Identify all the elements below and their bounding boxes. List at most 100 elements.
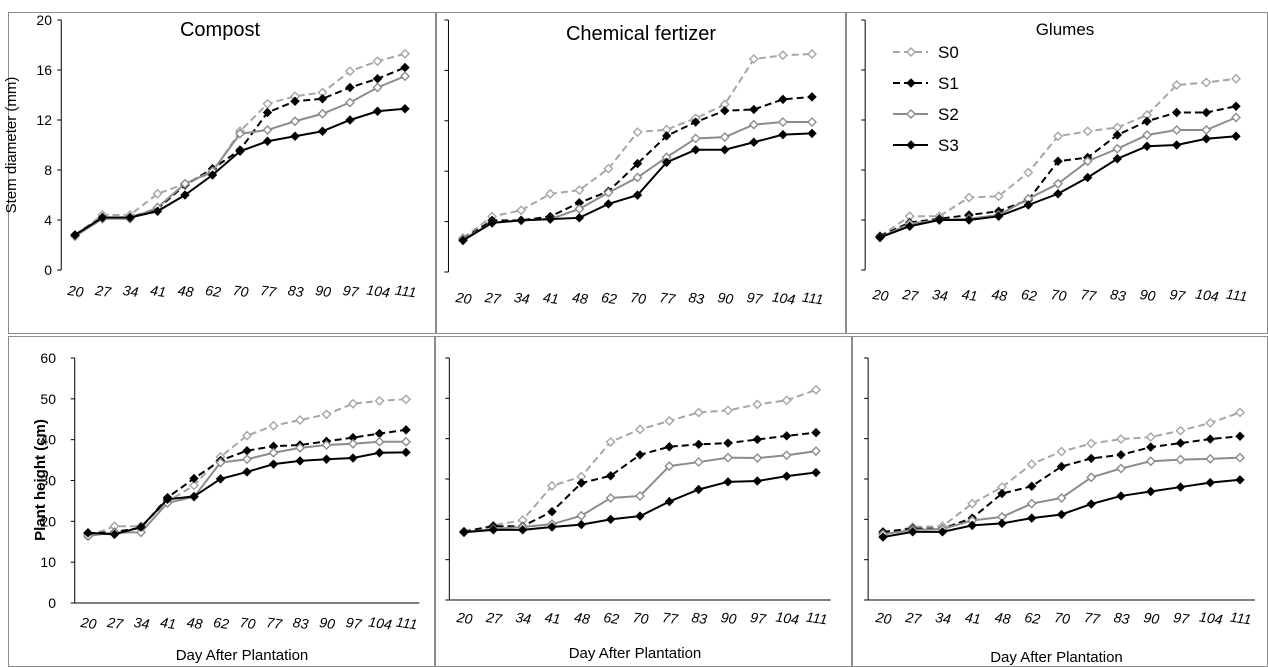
- data-point-s3: [937, 527, 948, 537]
- chart-panel-5: 20 27 34 41 48 62 70 77 83 90 97 104 111 Day After Pl…: [434, 336, 852, 667]
- data-point-s3: [180, 190, 190, 200]
- data-point-s0: [516, 205, 527, 216]
- data-point-s2: [295, 442, 305, 453]
- data-point-s3: [295, 456, 305, 466]
- data-point-s1: [374, 428, 385, 439]
- x-tick-label: 77: [1080, 286, 1099, 304]
- series-s3: [459, 467, 821, 537]
- x-tick-label: 83: [688, 289, 706, 307]
- data-point-s0: [545, 188, 556, 199]
- data-point-s3: [632, 190, 643, 200]
- x-tick-label: 104: [1198, 609, 1224, 628]
- data-point-s1: [997, 488, 1007, 499]
- data-point-s1: [401, 425, 411, 435]
- data-point-s3: [516, 215, 526, 226]
- data-point-s0: [748, 54, 759, 65]
- data-point-s1: [1142, 116, 1152, 126]
- data-point-s2: [262, 125, 273, 135]
- data-point-s2: [290, 116, 300, 127]
- series-s3: [878, 475, 1245, 542]
- data-point-s1: [547, 506, 557, 517]
- x-tick-label: 77: [661, 609, 680, 627]
- series-line-s1: [87, 428, 407, 535]
- data-point-s0: [547, 480, 557, 491]
- x-tick-label: 62: [204, 282, 222, 300]
- data-point-s3: [401, 447, 411, 458]
- x-tick-label: 27: [105, 614, 125, 632]
- data-point-s3: [487, 218, 497, 228]
- x-tick-label: 104: [775, 609, 801, 628]
- x-tick-label: 97: [746, 289, 765, 307]
- data-point-s0: [242, 430, 252, 441]
- data-point-s3: [136, 522, 146, 532]
- x-tick-label: 104: [1194, 286, 1220, 305]
- data-point-s3: [723, 477, 733, 487]
- data-point-s1: [1053, 156, 1063, 166]
- data-point-s0: [1231, 73, 1241, 84]
- data-point-s1: [1056, 461, 1067, 472]
- data-point-s2: [1145, 456, 1156, 467]
- series-s2: [878, 452, 1245, 540]
- series-s3: [83, 447, 411, 540]
- data-point-s1: [1235, 431, 1245, 441]
- x-tick-label: 111: [801, 289, 824, 308]
- data-point-s1: [1175, 438, 1186, 448]
- data-point-s1: [262, 107, 273, 118]
- data-point-s1: [242, 445, 252, 456]
- data-point-s2: [605, 492, 616, 503]
- x-tick-label: 70: [1050, 286, 1068, 304]
- data-point-s2: [180, 178, 190, 189]
- data-point-s2: [574, 204, 585, 214]
- data-point-s3: [400, 104, 410, 114]
- x-tick-label: 20: [454, 289, 473, 307]
- series-s2: [459, 446, 821, 538]
- legend-label-s2: S2: [938, 105, 959, 124]
- data-point-s3: [235, 146, 245, 156]
- legend: S0 S1 S2 S3: [893, 43, 959, 155]
- data-point-s2: [1116, 463, 1126, 474]
- data-point-s2: [752, 453, 763, 464]
- data-point-s3: [576, 519, 587, 530]
- data-point-s3: [488, 525, 499, 535]
- data-point-s1: [661, 131, 672, 141]
- x-tick-label: 48: [573, 609, 591, 627]
- x-tick-label: 77: [658, 289, 677, 307]
- data-point-s0: [605, 436, 616, 447]
- data-point-s2: [1205, 453, 1216, 464]
- data-point-s3: [1235, 475, 1245, 485]
- data-point-s3: [908, 527, 918, 537]
- data-point-s1: [1027, 481, 1037, 491]
- data-point-s0: [321, 409, 332, 420]
- data-point-s1: [1086, 453, 1096, 464]
- data-point-s3: [268, 459, 279, 469]
- data-point-s3: [964, 215, 974, 225]
- data-point-s1: [781, 431, 792, 441]
- data-point-s0: [1023, 167, 1034, 178]
- y-tick-label: 0: [48, 595, 56, 611]
- data-point-s2: [317, 108, 328, 119]
- x-tick-label: 97: [749, 609, 768, 627]
- series-s3: [458, 128, 817, 246]
- legend-label-s0: S0: [938, 43, 959, 62]
- data-point-s0: [1116, 434, 1126, 445]
- data-point-s2: [723, 452, 733, 463]
- y-tick-label: 50: [40, 391, 56, 407]
- data-point-s1: [1171, 107, 1182, 118]
- data-point-s0: [777, 50, 788, 61]
- x-tick-label: 62: [1024, 609, 1042, 627]
- x-tick-label: 97: [342, 282, 361, 300]
- y-tick-label: 40: [40, 432, 56, 448]
- data-point-s2: [1201, 125, 1212, 135]
- y-tick-label: 0: [44, 262, 52, 278]
- data-point-s0: [632, 127, 643, 138]
- x-tick-label: 83: [1113, 609, 1131, 627]
- data-point-s0: [1235, 407, 1245, 418]
- data-point-s2: [372, 82, 383, 93]
- data-point-s1: [690, 117, 701, 127]
- x-tick-label: 34: [934, 609, 952, 627]
- data-point-s1: [1231, 101, 1241, 111]
- x-axis-label: Day After Plantation: [990, 649, 1123, 666]
- chart-title: Chemical fertizer: [566, 23, 716, 45]
- x-tick-label: 104: [771, 289, 797, 308]
- series-s0: [70, 48, 410, 240]
